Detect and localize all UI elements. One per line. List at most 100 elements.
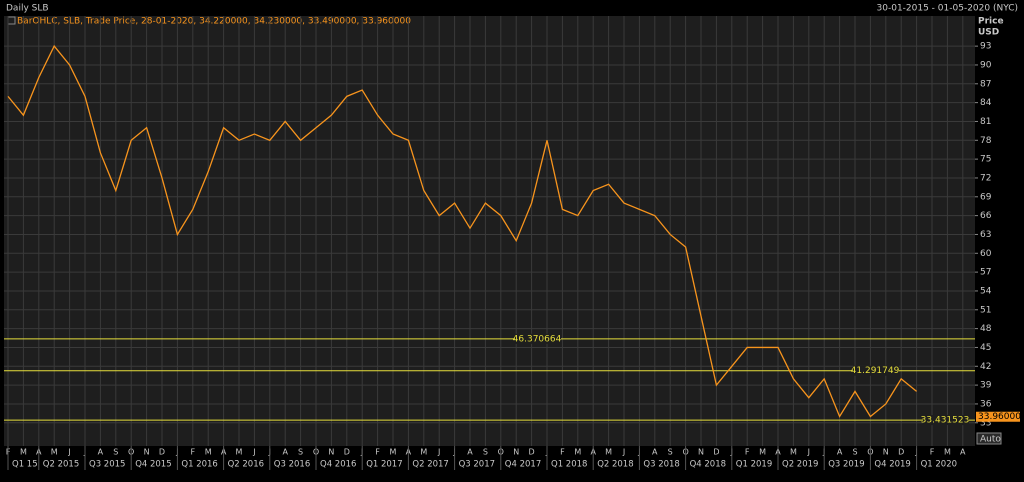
- quarter-label: Q1 2017: [366, 460, 402, 470]
- x-tick-label: A: [652, 448, 658, 457]
- x-tick-label: J: [437, 448, 440, 457]
- y-tick-label: 81: [980, 117, 991, 127]
- level-label: 33.431523: [921, 416, 970, 426]
- quarter-label: Q3 2019: [828, 460, 864, 470]
- x-tick-label: M: [20, 448, 27, 457]
- y-tick-label: 51: [980, 305, 991, 315]
- x-tick-label: M: [420, 448, 427, 457]
- x-tick-label: A: [960, 448, 966, 457]
- x-tick-label: F: [930, 448, 935, 457]
- quarter-label: Q1 2018: [551, 460, 587, 470]
- quarter-label: Q3 2015: [89, 460, 125, 470]
- x-tick-label: J: [252, 448, 255, 457]
- y-tick-label: 87: [980, 79, 991, 89]
- quarter-label: Q4 2016: [320, 460, 356, 470]
- y-tick-label: 63: [980, 230, 991, 240]
- quarter-label: Q1 2019: [736, 460, 772, 470]
- y-tick-label: 69: [980, 192, 992, 202]
- y-tick-label: 66: [980, 211, 992, 221]
- y-tick-label: 60: [980, 249, 992, 259]
- y-tick-label: 93: [980, 42, 991, 52]
- x-tick-label: S: [113, 448, 118, 457]
- y-tick-label: 42: [980, 362, 991, 372]
- x-tick-label: J: [807, 448, 810, 457]
- level-label: 46.370664: [513, 334, 562, 344]
- x-tick-label: D: [344, 448, 350, 457]
- y-tick-label: 45: [980, 343, 991, 353]
- y-tick-label: 48: [980, 324, 992, 334]
- quarter-label: Q1 15: [12, 460, 38, 470]
- x-tick-label: N: [513, 448, 519, 457]
- y-tick-label: 39: [980, 381, 992, 391]
- x-tick-label: N: [144, 448, 150, 457]
- chart-title: Daily SLB: [6, 4, 49, 14]
- quarter-label: Q3 2016: [274, 460, 310, 470]
- x-tick-label: M: [51, 448, 58, 457]
- x-tick-label: M: [605, 448, 612, 457]
- level-label-bg: [515, 333, 561, 344]
- y-tick-label: 78: [980, 136, 992, 146]
- y-tick-label: 72: [980, 173, 991, 183]
- y-axis-label: Price: [978, 17, 1004, 27]
- x-tick-label: D: [713, 448, 719, 457]
- quarter-label: Q3 2018: [643, 460, 679, 470]
- x-tick-label: M: [790, 448, 797, 457]
- x-tick-label: D: [898, 448, 904, 457]
- last-price-label: 33.960000: [978, 412, 1024, 422]
- quarter-label: Q1 2020: [921, 460, 957, 470]
- quarter-label: Q4 2018: [690, 460, 726, 470]
- y-tick-label: 75: [980, 155, 991, 165]
- y-tick-label: 33: [980, 418, 991, 428]
- y-tick-label: 57: [980, 268, 991, 278]
- quarter-label: Q4 2017: [505, 460, 541, 470]
- x-tick-label: A: [98, 448, 104, 457]
- x-tick-label: D: [159, 448, 165, 457]
- quarter-label: Q3 2017: [459, 460, 495, 470]
- x-tick-label: S: [298, 448, 303, 457]
- x-tick-label: F: [745, 448, 750, 457]
- quarter-label: Q2 2015: [43, 460, 79, 470]
- x-tick-label: F: [375, 448, 380, 457]
- y-tick-label: 90: [980, 60, 992, 70]
- quarter-label: Q2 2017: [412, 460, 448, 470]
- x-tick-label: M: [236, 448, 243, 457]
- x-tick-label: J: [622, 448, 625, 457]
- x-tick-label: M: [574, 448, 581, 457]
- x-tick-label: N: [883, 448, 889, 457]
- plot-area: [4, 16, 975, 446]
- y-tick-label: 84: [980, 98, 992, 108]
- x-tick-label: F: [560, 448, 565, 457]
- x-tick-label: M: [759, 448, 766, 457]
- last-price-box: [976, 411, 1020, 422]
- date-range: 30-01-2015 - 01-05-2020 (NYC): [877, 4, 1018, 14]
- level-label-bg: [923, 415, 969, 426]
- x-tick-label: S: [668, 448, 673, 457]
- x-tick-label: S: [483, 448, 488, 457]
- y-axis-unit: USD: [978, 28, 999, 38]
- quarter-label: Q4 2015: [135, 460, 171, 470]
- y-tick-label: 36: [980, 399, 992, 409]
- x-tick-label: M: [205, 448, 212, 457]
- x-tick-label: D: [529, 448, 535, 457]
- quarter-label: Q2 2016: [228, 460, 264, 470]
- quarter-label: Q2 2019: [782, 460, 818, 470]
- auto-button[interactable]: [976, 432, 1002, 445]
- y-tick-label: 54: [980, 286, 992, 296]
- price-line: [7, 44, 918, 418]
- quarter-label: Q2 2018: [597, 460, 633, 470]
- x-tick-label: N: [328, 448, 334, 457]
- quarter-label: Q1 2016: [181, 460, 217, 470]
- x-tick-label: S: [852, 448, 857, 457]
- x-tick-label: A: [837, 448, 843, 457]
- x-tick-label: A: [282, 448, 288, 457]
- quarter-label: Q4 2019: [874, 460, 910, 470]
- x-tick-label: M: [390, 448, 397, 457]
- x-tick-label: A: [467, 448, 473, 457]
- x-tick-label: N: [698, 448, 704, 457]
- x-tick-label: M: [944, 448, 951, 457]
- auto-button-label[interactable]: Auto: [980, 435, 1001, 445]
- legend-text: BarOHLC, SLB, Trade Price, 28-01-2020, 3…: [17, 17, 411, 27]
- level-label: 41.291749: [851, 366, 900, 376]
- x-tick-label: J: [67, 448, 70, 457]
